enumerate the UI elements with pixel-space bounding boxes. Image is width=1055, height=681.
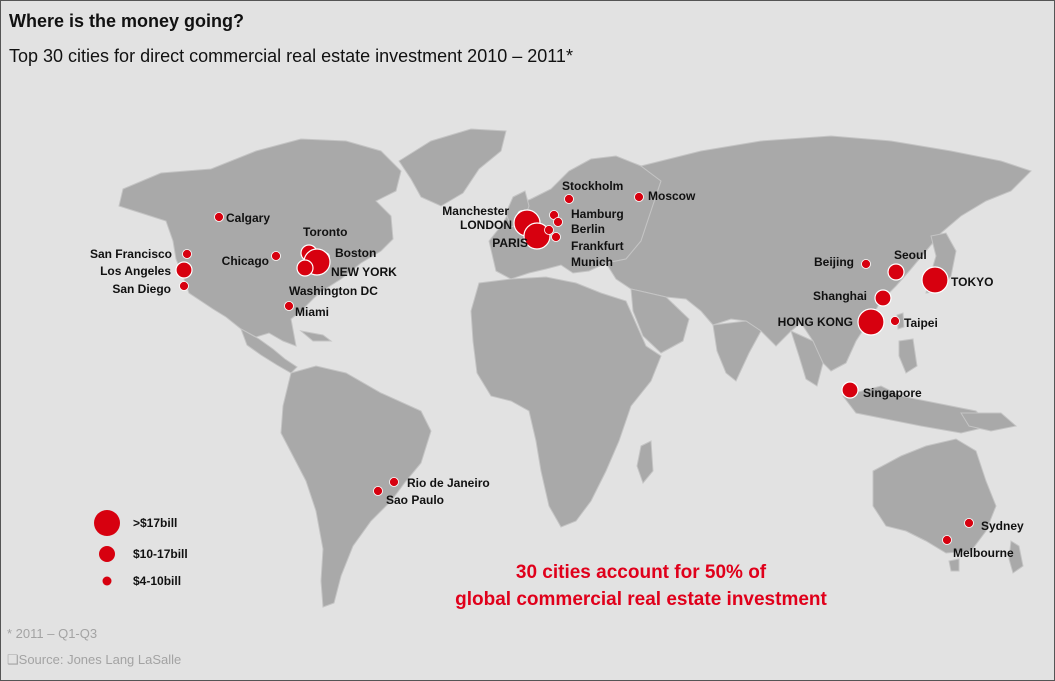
- city-marker-san-diego: [179, 281, 189, 291]
- legend-symbols: >$17bill $10-17bill $4-10bill: [94, 510, 188, 588]
- city-marker-moscow: [634, 192, 644, 202]
- city-label-taipei: Taipei: [904, 316, 938, 330]
- city-marker-sydney: [964, 518, 974, 528]
- city-label-tokyo: TOKYO: [951, 275, 993, 289]
- india: [712, 320, 762, 382]
- city-label-beijing: Beijing: [814, 255, 854, 269]
- city-marker-berlin: [553, 217, 563, 227]
- city-label-san-diego: San Diego: [112, 282, 171, 296]
- city-marker-rio-de-janeiro: [389, 477, 399, 487]
- city-label-washington-dc: Washington DC: [289, 284, 378, 298]
- city-marker-stockholm: [564, 194, 574, 204]
- indochina: [790, 330, 824, 387]
- new-zealand: [1008, 540, 1024, 574]
- city-label-melbourne: Melbourne: [953, 546, 1014, 560]
- city-marker-hong-kong: [857, 308, 885, 336]
- city-marker-taipei: [890, 316, 900, 326]
- arabia: [630, 288, 690, 354]
- callout-line-1: 30 cities account for 50% of: [515, 562, 767, 583]
- city-label-san-francisco: San Francisco: [90, 247, 172, 261]
- legend-dot-small: [102, 576, 112, 586]
- philippines: [898, 338, 918, 374]
- city-label-london: LONDON: [460, 218, 512, 232]
- caribbean: [299, 330, 333, 342]
- callout-text: 30 cities account for 50% of global comm…: [401, 559, 881, 613]
- city-label-new-york: NEW YORK: [331, 265, 397, 279]
- city-label-hamburg: Hamburg: [571, 207, 624, 221]
- africa: [470, 276, 662, 528]
- city-marker-san-francisco: [182, 249, 192, 259]
- city-markers: Calgary San Francisco Los Angeles San Diego…: [90, 179, 1024, 560]
- city-marker-melbourne: [942, 535, 952, 545]
- callout-line-2: global commercial real estate investment: [455, 589, 827, 610]
- city-label-berlin: Berlin: [571, 222, 605, 236]
- city-label-seoul: Seoul: [894, 248, 927, 262]
- footnote: * 2011 – Q1-Q3: [7, 626, 98, 641]
- city-label-calgary: Calgary: [226, 211, 270, 225]
- city-marker-miami: [284, 301, 294, 311]
- city-label-chicago: Chicago: [222, 254, 269, 268]
- city-marker-los-angeles: [175, 261, 193, 279]
- city-label-hong-kong: HONG KONG: [778, 315, 853, 329]
- australia: [872, 438, 997, 554]
- city-label-sydney: Sydney: [981, 519, 1024, 533]
- legend-dot-medium: [99, 546, 115, 562]
- chart-subtitle: Top 30 cities for direct commercial real…: [9, 46, 573, 66]
- south-america: [280, 365, 432, 608]
- new-guinea: [960, 412, 1018, 432]
- city-label-sao-paulo: Sao Paulo: [386, 493, 444, 507]
- city-label-moscow: Moscow: [648, 189, 696, 203]
- city-label-singapore: Singapore: [863, 386, 922, 400]
- city-label-frankfurt: Frankfurt: [571, 239, 624, 253]
- city-marker-paris: [523, 222, 551, 250]
- legend-label-large: >$17bill: [133, 516, 177, 530]
- city-marker-tokyo: [921, 266, 949, 294]
- legend-label-small: $4-10bill: [133, 574, 181, 588]
- city-marker-calgary: [214, 212, 224, 222]
- chart-title: Where is the money going?: [9, 11, 245, 31]
- city-marker-washington-dc: [296, 259, 314, 277]
- tasmania: [948, 558, 960, 572]
- city-label-boston: Boston: [335, 246, 376, 260]
- city-marker-seoul: [887, 263, 905, 281]
- city-marker-shanghai: [874, 289, 892, 307]
- city-label-manchester: Manchester: [442, 204, 509, 218]
- city-marker-beijing: [861, 259, 871, 269]
- source-note: ❑Source: Jones Lang LaSalle: [7, 652, 182, 667]
- city-label-munich: Munich: [571, 255, 613, 269]
- city-marker-singapore: [841, 381, 859, 399]
- city-label-shanghai: Shanghai: [813, 289, 867, 303]
- central-america: [240, 327, 298, 374]
- city-label-paris: PARIS: [492, 236, 528, 250]
- city-label-toronto: Toronto: [303, 225, 347, 239]
- city-label-los-angeles: Los Angeles: [100, 264, 171, 278]
- north-america: [118, 138, 402, 347]
- greenland: [398, 128, 507, 207]
- city-marker-frankfurt: [544, 225, 554, 235]
- legend-label-medium: $10-17bill: [133, 547, 188, 561]
- city-label-rio-de-janeiro: Rio de Janeiro: [407, 476, 490, 490]
- city-label-stockholm: Stockholm: [562, 179, 623, 193]
- madagascar: [636, 440, 654, 484]
- landmasses: [118, 128, 1032, 608]
- city-marker-sao-paulo: [373, 486, 383, 496]
- city-marker-munich: [551, 232, 561, 242]
- city-label-miami: Miami: [295, 305, 329, 319]
- city-marker-chicago: [271, 251, 281, 261]
- legend-dot-large: [94, 510, 120, 536]
